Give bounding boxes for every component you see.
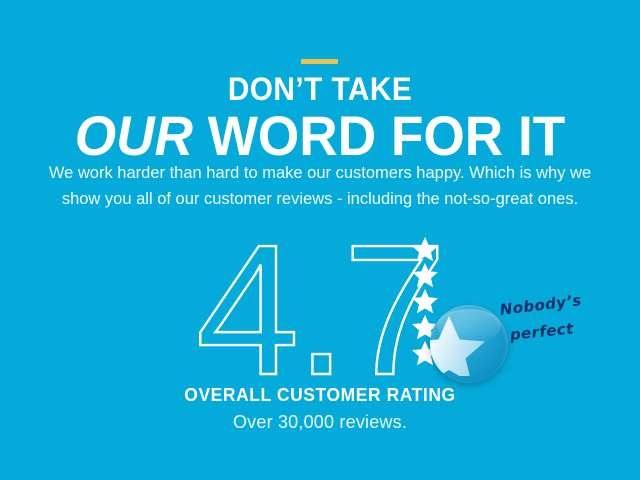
star-icon [408,340,442,366]
reviews-count-text: Over 30,000 reviews. [232,412,408,432]
star-icon [408,262,442,288]
partial-star-badge-icon [430,314,486,383]
subtitle: We work harder than hard to make our cus… [0,160,640,212]
gold-divider [301,59,338,64]
headline-word-rest: WORD FOR IT [192,104,566,167]
headline-block: DON’T TAKE OUR WORD FOR IT [0,72,640,179]
subtitle-line-2: show you all of our customer reviews - i… [61,190,579,208]
headline-word-our: OUR [74,104,193,167]
rating-value: 4.7 [195,216,448,404]
star-icon [408,288,442,314]
subtitle-line-1: We work harder than hard to make our cus… [48,164,592,182]
star-icon [408,236,442,262]
headline-main: OUR WORD FOR IT [16,108,624,179]
rating-value-text: 4.7 [195,207,448,414]
star-rating-column [408,236,446,366]
overall-rating-label: OVERALL CUSTOMER RATING [184,385,456,405]
headline-kicker: DON’T TAKE [227,71,413,107]
handwritten-note-line-2: perfect [509,319,575,344]
handwritten-note: Nobody’s perfect [499,291,610,346]
partial-star-badge [430,305,508,383]
